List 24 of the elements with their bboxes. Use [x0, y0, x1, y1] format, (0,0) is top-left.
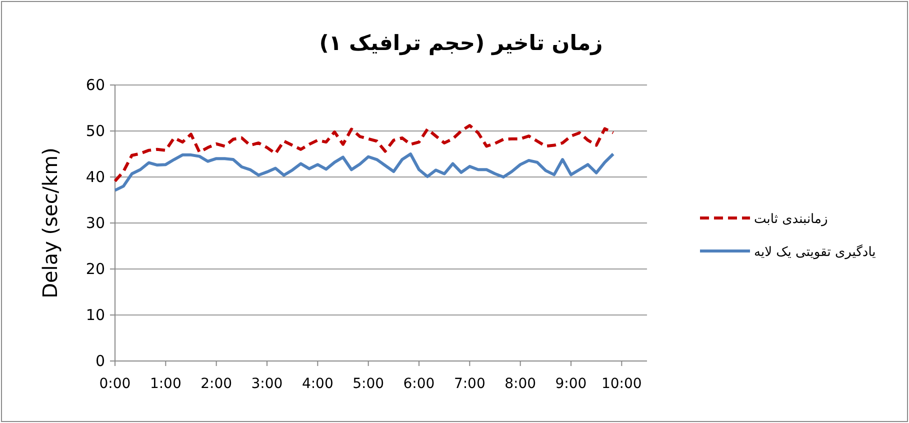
y-tick-label: 40 [86, 168, 105, 186]
x-tick-label: 3:00 [251, 376, 283, 392]
y-tick-label: 20 [86, 260, 105, 278]
y-axis-title: Delay (sec/km) [38, 148, 62, 298]
legend-label: زمانبندی ثابت [754, 212, 828, 227]
line-series [114, 124, 615, 183]
x-tick-label: 6:00 [403, 376, 435, 392]
y-tick-label: 30 [86, 214, 105, 232]
chart-title: زمان تاخیر (حجم ترافیک ۱) [319, 31, 603, 56]
x-tick-label: 9:00 [555, 376, 587, 392]
x-tick-label: 7:00 [454, 376, 486, 392]
y-tick-label: 50 [86, 122, 105, 140]
line-series [114, 152, 615, 192]
legend-label: یادگیری تقویتی یک لایه [754, 244, 876, 260]
x-tick-label: 0:00 [99, 376, 131, 392]
x-tick-label: 8:00 [504, 376, 536, 392]
y-tick-label: 60 [86, 76, 105, 94]
y-tick-label: 0 [95, 352, 105, 370]
x-tick-label: 1:00 [150, 376, 182, 392]
y-tick-label: 10 [86, 306, 105, 324]
x-tick-label: 5:00 [352, 376, 384, 392]
x-tick-label: 2:00 [200, 376, 232, 392]
x-tick-label: 4:00 [302, 376, 334, 392]
x-tick-label: 10:00 [601, 376, 642, 392]
